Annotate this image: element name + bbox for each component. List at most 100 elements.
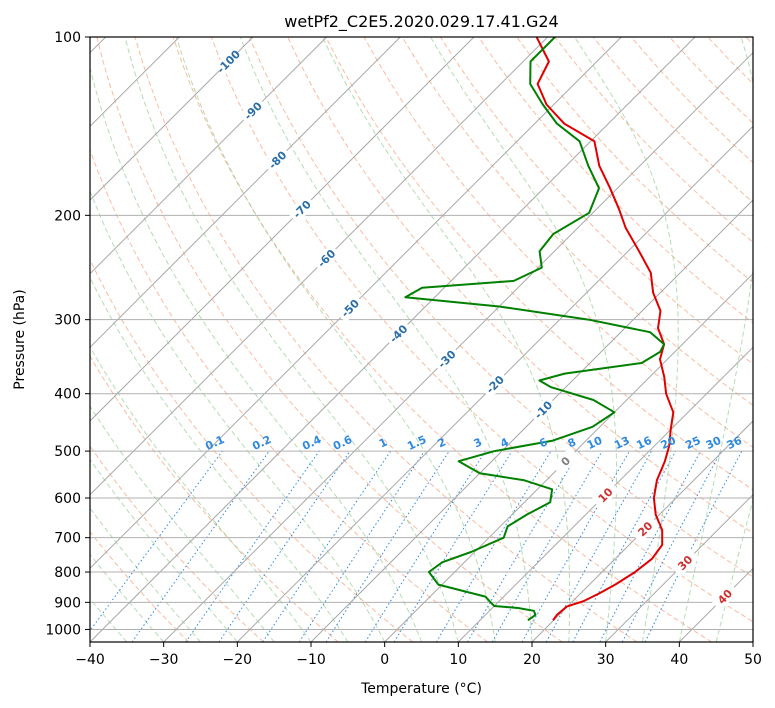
isotherm-line [605, 493, 753, 642]
mixing-ratio-line [393, 450, 513, 642]
moist-adiabat-line [90, 405, 275, 642]
y-tick-label: 200 [54, 208, 81, 224]
isotherm-label-bg [238, 96, 268, 125]
mixing-ratio-line [621, 450, 722, 642]
dry-adiabat-line [401, 37, 753, 406]
isotherm-line [457, 346, 753, 642]
mixing-ratio-label: 0.6 [331, 433, 354, 453]
mixing-ratio-label: 8 [566, 435, 578, 450]
mixing-ratio-label: 0.4 [300, 433, 323, 453]
mixing-ratio-label: 3 [472, 435, 484, 450]
dry-adiabat-line [249, 37, 753, 578]
isotherm-label-bg [551, 447, 580, 476]
isotherm-line [90, 37, 622, 570]
mixing-ratio-line [325, 450, 450, 642]
dewpoint-profile-line [404, 37, 666, 622]
isotherm-label-bg [630, 514, 660, 544]
mixing-ratio-label: 2 [436, 435, 448, 450]
dry-adiabat-line [669, 37, 753, 124]
isotherm-label-bg [384, 319, 413, 348]
isotherm-label-bg [335, 294, 365, 323]
isotherm-line [678, 567, 753, 642]
isotherm-line [90, 37, 254, 201]
mixing-ratio-line [262, 450, 392, 642]
dry-adiabat-line [592, 37, 753, 203]
x-tick-label: 20 [523, 652, 541, 668]
mixing-ratio-line [545, 450, 653, 642]
isotherm-line [90, 37, 328, 275]
isotherm-label-bg [670, 548, 700, 577]
mixing-ratio-line [364, 450, 486, 642]
x-tick-label: 50 [744, 652, 762, 668]
y-tick-label: 500 [54, 444, 81, 460]
isotherm-line [310, 199, 753, 642]
mixing-ratio-label: 30 [704, 434, 724, 452]
y-tick-label: 700 [54, 531, 81, 547]
dry-adiabat-line [90, 355, 339, 642]
y-tick-label: 300 [54, 313, 81, 329]
moist-adiabat-line [90, 507, 201, 642]
x-tick-label: −40 [75, 652, 105, 668]
isotherm-line [531, 420, 753, 642]
mixing-ratio-label: 0.2 [250, 433, 273, 453]
moist-adiabat-line [90, 458, 238, 642]
isotherm-label-bg [591, 480, 620, 510]
dry-adiabat-line [134, 37, 638, 642]
dry-adiabat-line [439, 37, 753, 365]
mixing-ratio-line [131, 450, 270, 642]
mixing-ratio-label: 25 [683, 434, 702, 452]
mixing-ratio-line [644, 450, 743, 642]
moist-adiabat-line [322, 37, 571, 642]
dry-adiabat-line [287, 37, 753, 534]
mixing-ratio-line [218, 450, 351, 642]
mixing-ratio-label: 1.5 [405, 433, 428, 453]
mixing-ratio-label: 6 [537, 435, 550, 450]
y-tick-label: 1000 [45, 622, 81, 638]
moist-adiabat-line [239, 37, 533, 642]
x-tick-label: 0 [380, 652, 389, 668]
moist-adiabat-line [678, 37, 753, 642]
mixing-ratio-line [90, 450, 223, 632]
moist-adiabat-line [574, 37, 679, 642]
dry-adiabat-line [554, 37, 753, 243]
x-axis-label: Temperature (°C) [360, 681, 482, 697]
y-axis-label: Pressure (hPa) [12, 289, 28, 389]
dry-adiabat-line [90, 445, 264, 642]
dry-adiabat-line [478, 37, 753, 324]
isotherm-label-bg [480, 370, 510, 399]
chart-title: wetPf2_C2E5.2020.029.17.41.G24 [284, 12, 558, 32]
y-tick-label: 100 [54, 30, 81, 46]
isotherm-line [90, 37, 549, 496]
y-tick-label: 900 [54, 595, 81, 611]
isotherm-label-bg [432, 344, 461, 374]
isotherm-label-bg [263, 145, 292, 175]
moist-adiabat-line [124, 37, 459, 642]
mixing-ratio-line [599, 450, 701, 642]
isotherm-label-bg [529, 395, 558, 424]
isotherm-line [236, 125, 753, 642]
dry-adiabat-line [90, 148, 488, 642]
mixing-ratio-line [572, 450, 677, 642]
mixing-ratio-label: 1 [377, 435, 389, 450]
dry-adiabat-line [210, 37, 753, 623]
dry-adiabat-line [707, 37, 753, 85]
isotherm-label-bg [710, 582, 739, 611]
moist-adiabat-line [90, 65, 422, 642]
isotherm-line [90, 37, 475, 422]
isotherm-line [90, 37, 401, 349]
x-tick-label: 10 [449, 652, 467, 668]
mixing-ratio-line [435, 450, 552, 642]
mixing-ratio-label: 36 [725, 434, 745, 452]
x-tick-label: −30 [149, 652, 179, 668]
isotherm-label: -100 [214, 47, 243, 76]
isotherm-line [752, 641, 753, 642]
data-series [404, 37, 675, 622]
axes: −40 −30 −20 −10 0 10 20 30 40 5010020030040050060… [45, 30, 762, 668]
moist-adiabat-line [715, 498, 753, 642]
dry-adiabat-line [172, 37, 712, 642]
isotherm-label-bg [312, 244, 341, 273]
isotherm-line [384, 272, 753, 642]
isotherm-label-bg [214, 47, 243, 76]
dry-adiabat-line [745, 37, 753, 45]
plot-frame [89, 36, 754, 643]
